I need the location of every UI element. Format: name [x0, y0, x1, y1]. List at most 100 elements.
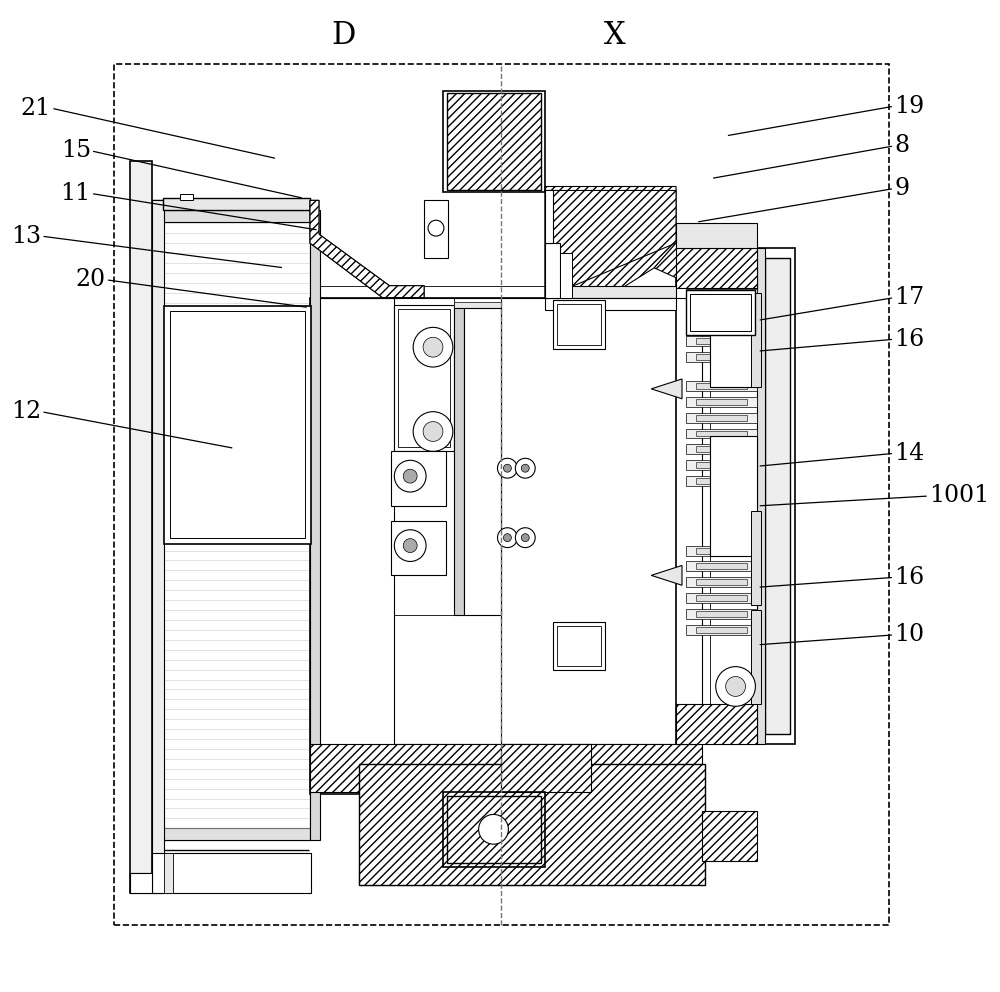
Text: 15: 15 — [61, 139, 91, 163]
Bar — [464, 308, 501, 615]
Bar — [560, 253, 572, 298]
Bar — [686, 609, 757, 619]
Bar — [501, 744, 591, 792]
Bar — [686, 546, 757, 556]
Bar — [454, 379, 501, 387]
Bar — [696, 627, 747, 633]
Text: 12: 12 — [11, 400, 41, 424]
Bar — [454, 314, 501, 322]
Bar — [545, 298, 676, 310]
Bar — [163, 210, 310, 222]
Bar — [686, 577, 757, 587]
Bar — [751, 511, 761, 605]
Circle shape — [403, 539, 417, 553]
Bar — [391, 451, 446, 506]
Polygon shape — [545, 190, 676, 298]
Circle shape — [497, 528, 517, 548]
Text: 17: 17 — [894, 286, 924, 310]
Text: 19: 19 — [894, 94, 925, 118]
Bar — [553, 300, 605, 349]
Circle shape — [521, 534, 529, 542]
Bar — [686, 320, 757, 330]
Bar — [696, 291, 747, 297]
Bar — [696, 595, 747, 601]
Circle shape — [716, 667, 755, 706]
Bar — [398, 309, 450, 447]
Bar — [454, 366, 501, 374]
Bar — [710, 436, 757, 556]
Bar — [686, 305, 757, 314]
Text: 16: 16 — [894, 327, 925, 351]
Circle shape — [503, 464, 511, 472]
Bar — [696, 548, 747, 554]
Text: 20: 20 — [76, 268, 106, 292]
Bar — [696, 563, 747, 569]
Bar — [696, 431, 747, 436]
Bar — [686, 336, 757, 346]
Polygon shape — [310, 200, 424, 298]
Circle shape — [413, 327, 453, 367]
Circle shape — [726, 677, 745, 696]
Bar — [765, 258, 790, 734]
Bar — [152, 875, 162, 893]
Bar — [310, 298, 702, 794]
Bar — [114, 64, 889, 925]
Bar — [454, 405, 501, 413]
Text: 8: 8 — [894, 134, 909, 158]
Circle shape — [394, 530, 426, 561]
Bar — [454, 392, 501, 400]
Bar — [443, 91, 545, 192]
Bar — [170, 311, 305, 538]
Bar — [686, 429, 757, 438]
Bar — [180, 194, 193, 200]
Circle shape — [423, 422, 443, 441]
Bar — [310, 210, 320, 840]
Bar — [686, 561, 757, 571]
Bar — [454, 308, 464, 615]
Bar — [686, 460, 757, 470]
Bar — [130, 873, 152, 893]
Polygon shape — [310, 200, 424, 298]
Bar — [359, 764, 705, 885]
Text: 10: 10 — [894, 623, 924, 647]
Text: 14: 14 — [894, 441, 925, 465]
Bar — [696, 462, 747, 468]
Bar — [454, 431, 501, 438]
Bar — [454, 340, 501, 348]
Bar — [447, 796, 541, 863]
Circle shape — [413, 412, 453, 451]
Bar — [454, 327, 501, 335]
Bar — [676, 248, 757, 288]
Polygon shape — [651, 565, 682, 585]
Bar — [447, 93, 541, 190]
Bar — [553, 622, 605, 670]
Bar — [394, 305, 454, 451]
Bar — [696, 383, 747, 389]
Text: 21: 21 — [21, 96, 51, 120]
Bar — [702, 811, 757, 861]
Bar — [696, 399, 747, 405]
Bar — [545, 286, 676, 298]
Text: 1001: 1001 — [929, 484, 989, 508]
Bar — [686, 625, 757, 635]
Bar — [686, 476, 757, 486]
Bar — [557, 304, 601, 345]
Bar — [696, 611, 747, 617]
Bar — [454, 302, 501, 310]
Text: 9: 9 — [894, 177, 909, 200]
Bar — [557, 626, 601, 666]
Bar — [696, 415, 747, 421]
Bar — [686, 413, 757, 423]
Polygon shape — [654, 243, 716, 278]
Bar — [676, 248, 795, 744]
Bar — [152, 853, 311, 893]
Bar — [686, 444, 757, 454]
Bar — [163, 828, 310, 840]
Circle shape — [503, 534, 511, 542]
Bar — [690, 294, 751, 331]
Circle shape — [497, 458, 517, 478]
Bar — [696, 307, 747, 312]
Circle shape — [423, 337, 443, 357]
Polygon shape — [310, 744, 702, 885]
Text: 13: 13 — [11, 224, 41, 248]
